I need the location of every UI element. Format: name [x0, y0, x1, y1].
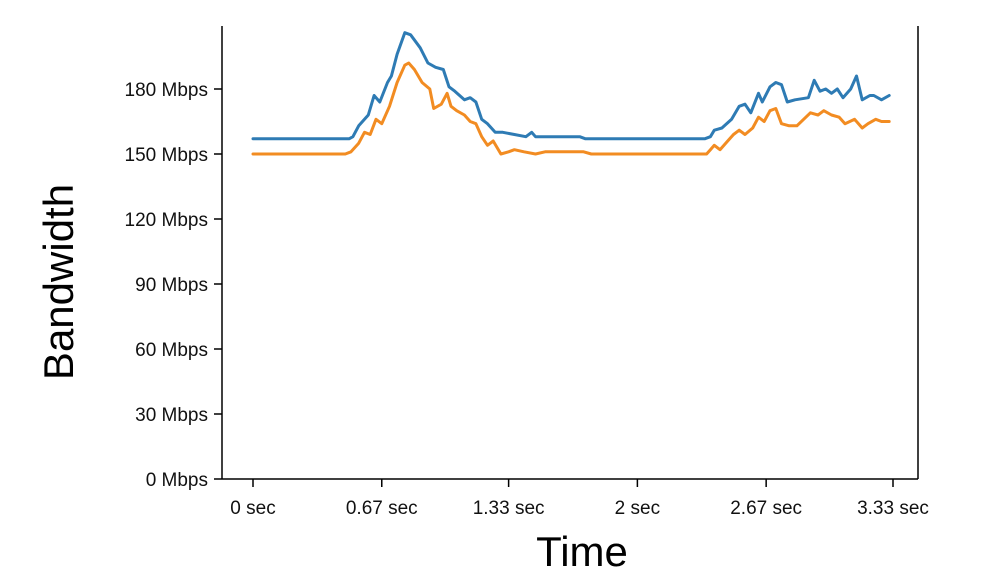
y-tick-label: 150 Mbps	[125, 145, 208, 166]
x-tick-label: 2 sec	[615, 498, 660, 519]
y-axis-title: Bandwidth	[35, 184, 82, 380]
y-tick-label: 90 Mbps	[135, 275, 208, 296]
x-tick-label: 3.33 sec	[857, 498, 929, 519]
x-axis-title: Time	[536, 528, 628, 575]
ticks-layer: 0 Mbps 30 Mbps 60 Mbps 90 Mbps 120 Mbps 150 M…	[125, 80, 929, 519]
y-tick-label: 180 Mbps	[125, 80, 208, 101]
chart-axes	[221, 26, 919, 480]
x-tick-label: 0.67 sec	[346, 498, 418, 519]
series-line-1	[251, 31, 891, 141]
series-layer	[251, 31, 891, 156]
x-tick-label: 0 sec	[230, 498, 275, 519]
y-tick-label: 30 Mbps	[135, 405, 208, 426]
series-line-2	[251, 61, 891, 156]
y-tick-label: 60 Mbps	[135, 340, 208, 361]
y-tick-label: 120 Mbps	[125, 210, 208, 231]
x-tick-label: 1.33 sec	[473, 498, 545, 519]
y-tick-label: 0 Mbps	[146, 470, 208, 491]
x-tick-label: 2.67 sec	[730, 498, 802, 519]
